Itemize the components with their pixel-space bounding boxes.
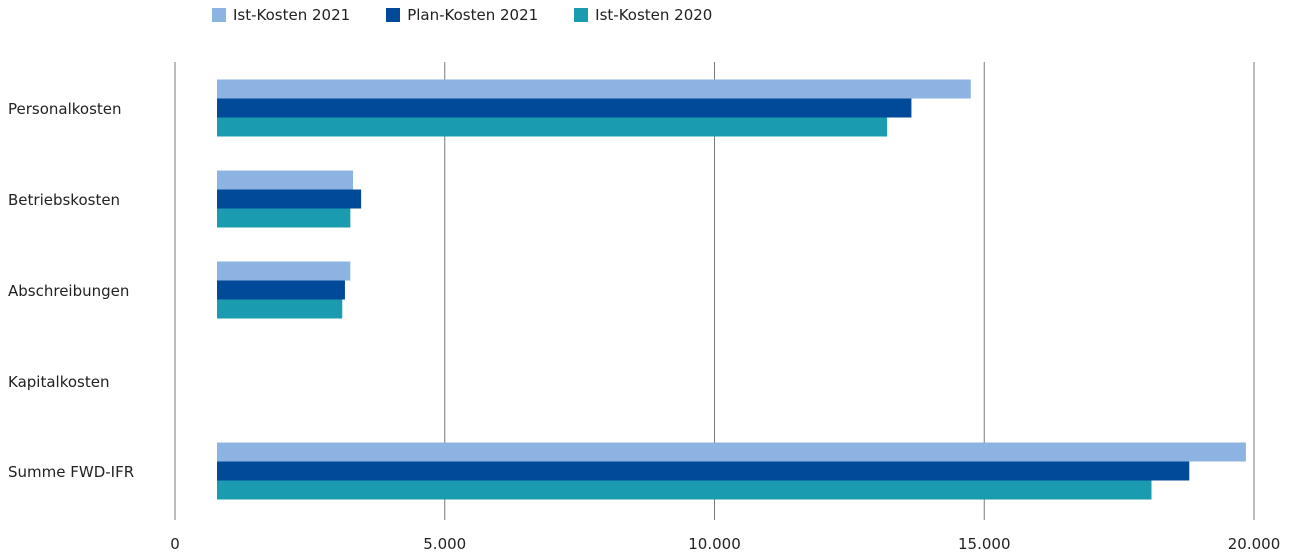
category-label-3: Kapitalkosten [8,373,109,391]
bar-1-1 [217,189,362,209]
bar-0-2 [217,117,888,137]
bar-2-2 [217,299,343,319]
legend-label-ist-2020: Ist-Kosten 2020 [595,6,713,24]
legend-item-ist-2020: Ist-Kosten 2020 [574,6,712,24]
x-tick-label-1: 5.000 [423,535,466,553]
bar-1-0 [217,170,354,190]
x-tick-label-2: 10.000 [688,535,741,553]
bar-0-0 [217,79,971,99]
bar-4-2 [217,480,1152,500]
legend-label-plan-2021: Plan-Kosten 2021 [407,6,539,24]
legend: Ist-Kosten 2021 Plan-Kosten 2021 Ist-Kos… [212,6,712,24]
bar-2-0 [217,261,351,281]
bar-2-1 [217,280,345,300]
category-label-2: Abschreibungen [8,282,129,300]
x-tick-label-0: 0 [170,535,180,553]
legend-item-ist-2021: Ist-Kosten 2021 [212,6,350,24]
legend-item-plan-2021: Plan-Kosten 2021 [386,6,538,24]
category-label-1: Betriebskosten [8,191,120,209]
bar-1-2 [217,208,351,228]
bar-0-1 [217,98,912,118]
bars [217,79,1246,500]
category-label-0: Personalkosten [8,100,122,118]
x-tick-label-4: 20.000 [1228,535,1281,553]
legend-label-ist-2021: Ist-Kosten 2021 [233,6,351,24]
category-label-4: Summe FWD-IFR [8,463,134,481]
x-tick-label-3: 15.000 [958,535,1011,553]
legend-swatch-ist-2020 [574,8,589,22]
x-tick-labels: 0 5.000 10.000 15.000 20.000 [170,535,1280,553]
bar-4-0 [217,442,1246,462]
category-labels: Personalkosten Betriebskosten Abschreibung… [8,100,134,481]
legend-swatch-plan-2021 [386,8,401,22]
legend-swatch-ist-2021 [212,8,226,22]
bar-4-1 [217,461,1190,481]
